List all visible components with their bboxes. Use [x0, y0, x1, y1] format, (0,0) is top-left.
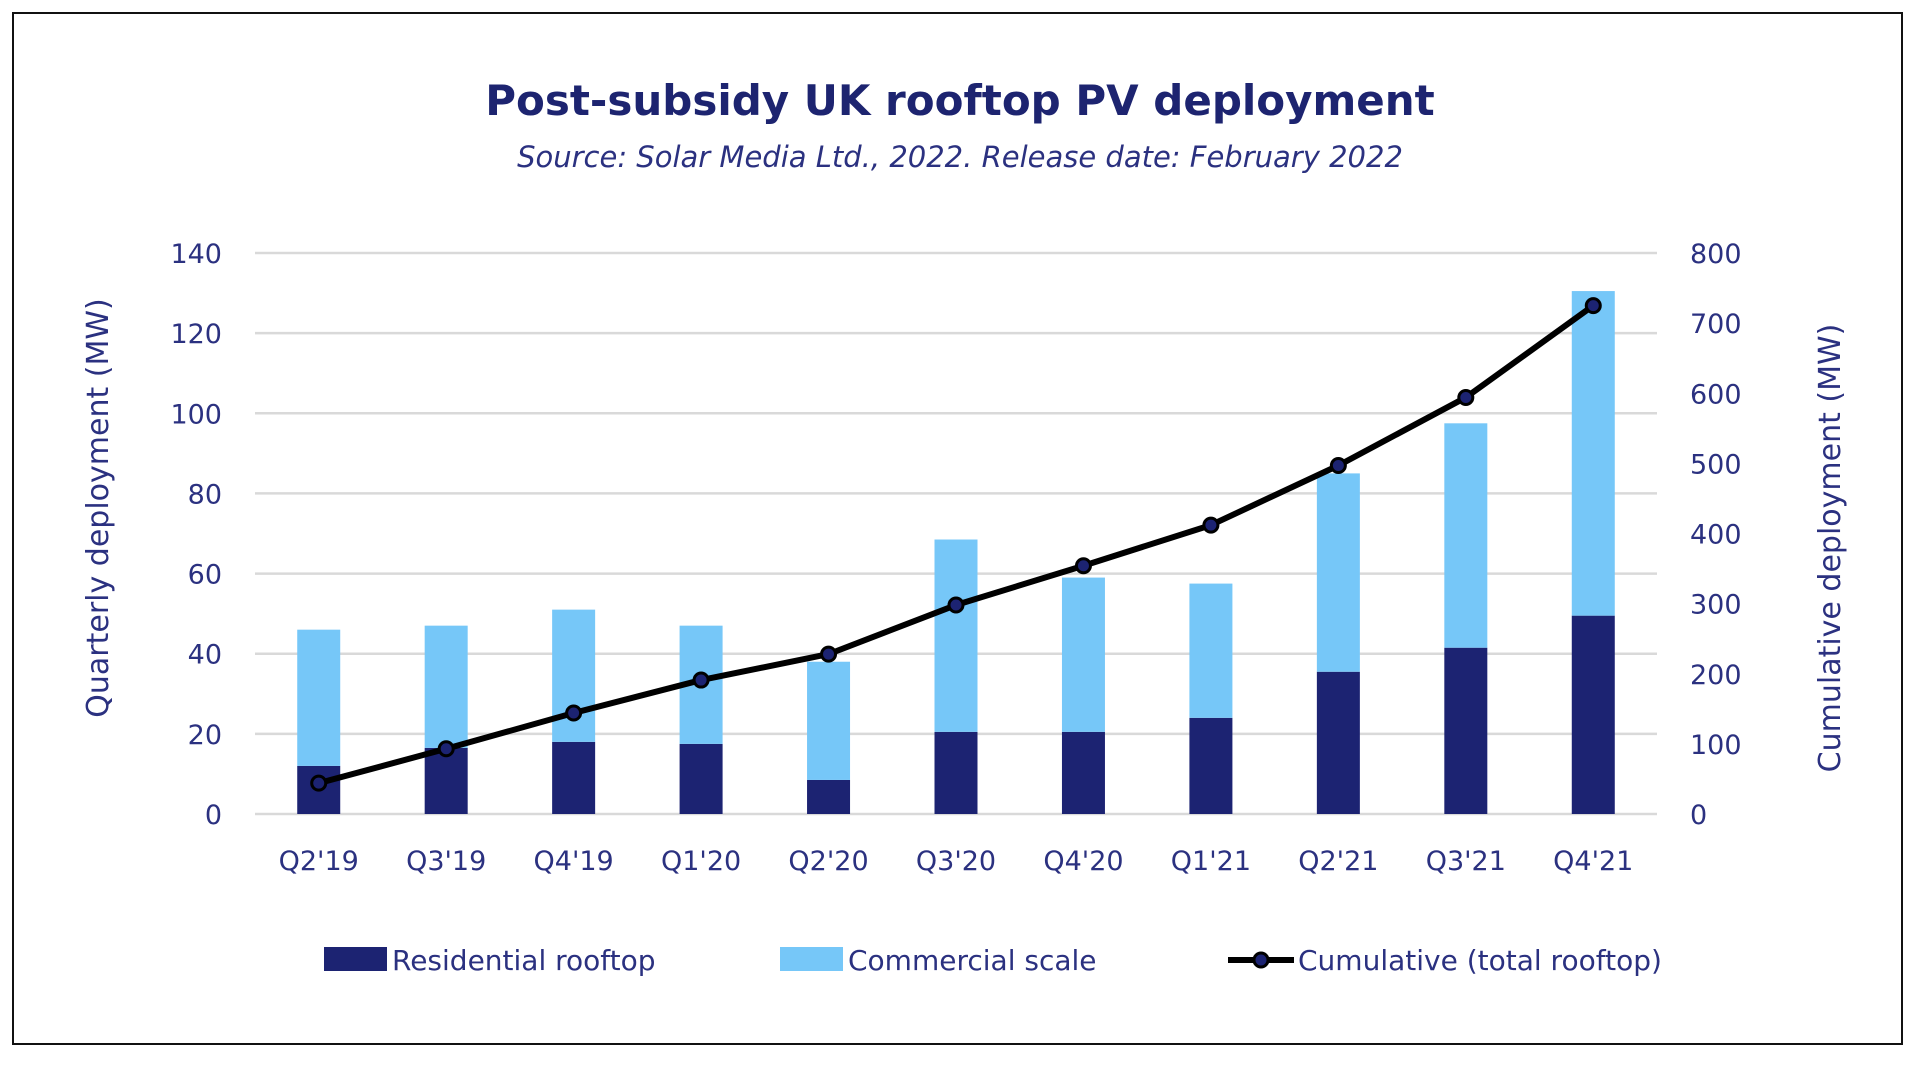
- bar-commercial: [1189, 583, 1233, 718]
- bar-commercial: [1316, 473, 1360, 672]
- cumulative-point: [310, 774, 328, 792]
- y-tick-label: 120: [170, 319, 222, 350]
- bar-commercial: [934, 539, 978, 732]
- y2-tick-label: 400: [1690, 520, 1742, 551]
- y2-tick-label: 200: [1690, 660, 1742, 691]
- y-tick-label: 20: [188, 720, 222, 751]
- y-axis-title: Quarterly deployment (MW): [81, 298, 116, 717]
- bar-commercial: [807, 661, 851, 780]
- bar-commercial: [424, 625, 468, 748]
- chart-frame: [12, 12, 1903, 1045]
- x-tick-label: Q2'19: [279, 846, 359, 877]
- y2-tick-label: 300: [1690, 590, 1742, 621]
- bar-residential: [934, 731, 978, 814]
- y2-tick-label: 0: [1690, 800, 1707, 831]
- cumulative-point: [565, 704, 583, 722]
- cumulative-point: [947, 596, 965, 614]
- y2-axis-title: Cumulative deployment (MW): [1813, 324, 1848, 773]
- x-tick-label: Q4'21: [1553, 846, 1633, 877]
- x-tick-label: Q3'21: [1426, 846, 1506, 877]
- x-tick-label: Q3'20: [916, 846, 996, 877]
- y-tick-label: 0: [205, 800, 222, 831]
- bar-residential: [1316, 671, 1360, 814]
- bar-commercial: [297, 629, 341, 766]
- legend-swatch-commercial: [780, 947, 843, 971]
- x-tick-label: Q4'19: [534, 846, 614, 877]
- cumulative-point: [1457, 388, 1475, 406]
- bar-residential: [1061, 731, 1105, 814]
- legend-swatch-residential: [324, 947, 387, 971]
- y2-tick-label: 600: [1690, 379, 1742, 410]
- bar-residential: [552, 741, 596, 814]
- bar-residential: [807, 779, 851, 814]
- cumulative-point: [1074, 557, 1092, 575]
- bar-residential: [679, 743, 723, 814]
- legend-label-commercial: Commercial scale: [848, 944, 1097, 977]
- cumulative-point: [1329, 456, 1347, 474]
- bar-commercial: [1571, 291, 1615, 616]
- y2-tick-label: 700: [1690, 309, 1742, 340]
- bar-residential: [1444, 647, 1488, 814]
- x-tick-label: Q4'20: [1043, 846, 1123, 877]
- bar-commercial: [1061, 577, 1105, 732]
- y-tick-label: 80: [188, 479, 222, 510]
- x-tick-label: Q2'21: [1298, 846, 1378, 877]
- cumulative-point: [1202, 516, 1220, 534]
- x-tick-label: Q1'20: [661, 846, 741, 877]
- y-tick-label: 140: [170, 239, 222, 270]
- y2-tick-label: 100: [1690, 730, 1742, 761]
- y-tick-label: 40: [188, 640, 222, 671]
- legend-marker-cumulative: [1252, 951, 1270, 969]
- legend-label-residential: Residential rooftop: [392, 944, 656, 977]
- bar-residential: [1571, 615, 1615, 814]
- chart-subtitle: Source: Solar Media Ltd., 2022. Release …: [517, 140, 1403, 174]
- bar-commercial: [1444, 423, 1488, 648]
- cumulative-point: [437, 740, 455, 758]
- x-tick-label: Q3'19: [406, 846, 486, 877]
- x-tick-label: Q1'21: [1171, 846, 1251, 877]
- y-tick-label: 60: [188, 560, 222, 591]
- x-tick-label: Q2'20: [788, 846, 868, 877]
- cumulative-point: [820, 645, 838, 663]
- bar-commercial: [552, 609, 596, 742]
- legend-label-cumulative: Cumulative (total rooftop): [1298, 944, 1662, 977]
- bar-residential: [424, 747, 468, 814]
- cumulative-point: [1584, 297, 1602, 315]
- bar-residential: [1189, 717, 1233, 814]
- y2-tick-label: 500: [1690, 449, 1742, 480]
- y-tick-label: 100: [170, 399, 222, 430]
- cumulative-point: [692, 671, 710, 689]
- y2-tick-label: 800: [1690, 239, 1742, 270]
- chart-title: Post-subsidy UK rooftop PV deployment: [485, 76, 1435, 125]
